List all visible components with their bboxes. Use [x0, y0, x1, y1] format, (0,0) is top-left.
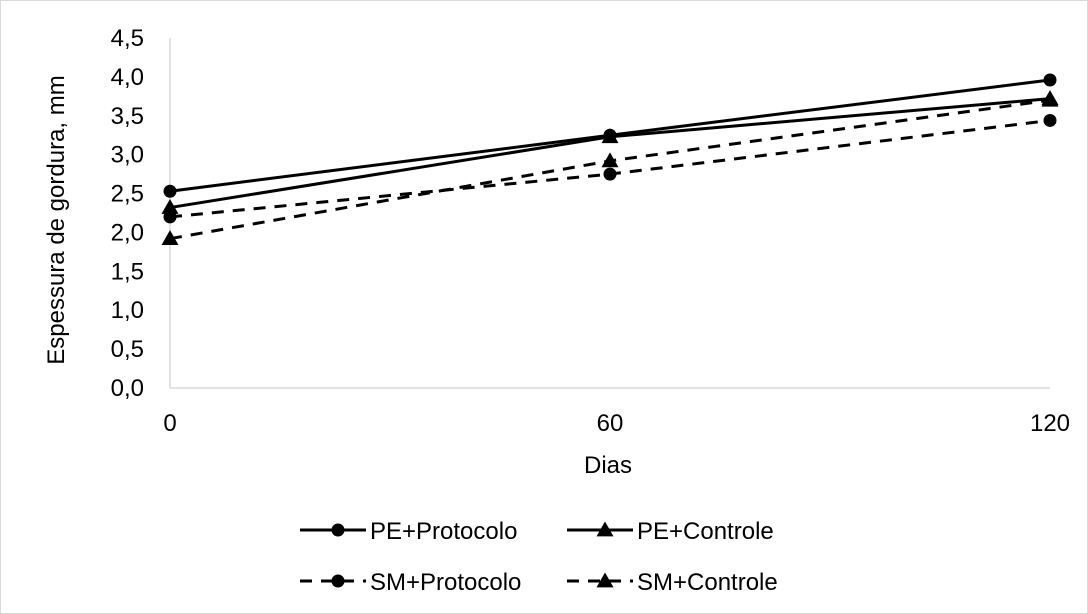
data-point-pe-protocolo [163, 184, 177, 198]
legend-label: SM+Protocolo [370, 569, 521, 596]
legend-item-pe-controle: PE+Controle [567, 518, 774, 545]
series-sm-controle [161, 91, 1059, 246]
data-point-sm-controle [601, 152, 619, 168]
series-sm-protocolo [163, 113, 1057, 224]
legend-marker [331, 523, 345, 537]
series-layer [161, 73, 1059, 246]
y-tick-label: 0,0 [111, 375, 144, 402]
y-tick-label: 2,0 [111, 219, 144, 246]
y-tick-label: 1,5 [111, 258, 144, 285]
legend-marker [331, 574, 345, 588]
legend-marker [596, 572, 614, 588]
x-axis-title: Dias [584, 452, 632, 479]
y-tick-label: 2,5 [111, 181, 144, 208]
y-tick-label: 4,0 [111, 64, 144, 91]
data-point-pe-protocolo [1043, 73, 1057, 87]
y-axis-title: Espessura de gordura, mm [43, 75, 70, 364]
axes [169, 38, 1050, 389]
data-point-sm-controle [1041, 91, 1059, 107]
legend-item-pe-protocolo: PE+Protocolo [300, 518, 517, 545]
y-tick-label: 4,5 [111, 25, 144, 52]
y-tick-label: 3,5 [111, 103, 144, 130]
data-point-pe-controle [161, 199, 179, 214]
y-tick-labels: 0,0 0,5 1,0 1,5 2,0 2,5 3,0 3,5 4,0 4,5 [111, 25, 144, 402]
legend-label: SM+Controle [637, 569, 778, 596]
x-tick-label: 0 [163, 410, 176, 437]
legend-item-sm-protocolo: SM+Protocolo [300, 569, 521, 596]
legend-label: PE+Controle [637, 518, 774, 545]
x-tick-labels: 0 60 120 [163, 410, 1070, 437]
legend-label: PE+Protocolo [370, 518, 517, 545]
legend: PE+Protocolo PE+Controle SM+Protocolo SM+Co… [300, 518, 778, 596]
y-tick-label: 1,0 [111, 297, 144, 324]
legend-item-sm-controle: SM+Controle [567, 569, 778, 596]
x-tick-label: 60 [597, 410, 624, 437]
y-tick-label: 3,0 [111, 142, 144, 169]
x-tick-label: 120 [1030, 410, 1070, 437]
series-pe-controle [161, 90, 1059, 214]
y-tick-label: 0,5 [111, 336, 144, 363]
data-point-pe-controle [601, 128, 619, 144]
legend-marker [596, 521, 614, 537]
data-point-sm-protocolo [1043, 113, 1057, 127]
data-point-sm-protocolo [163, 210, 177, 224]
data-point-sm-protocolo [603, 167, 617, 181]
data-point-sm-controle [161, 230, 179, 246]
